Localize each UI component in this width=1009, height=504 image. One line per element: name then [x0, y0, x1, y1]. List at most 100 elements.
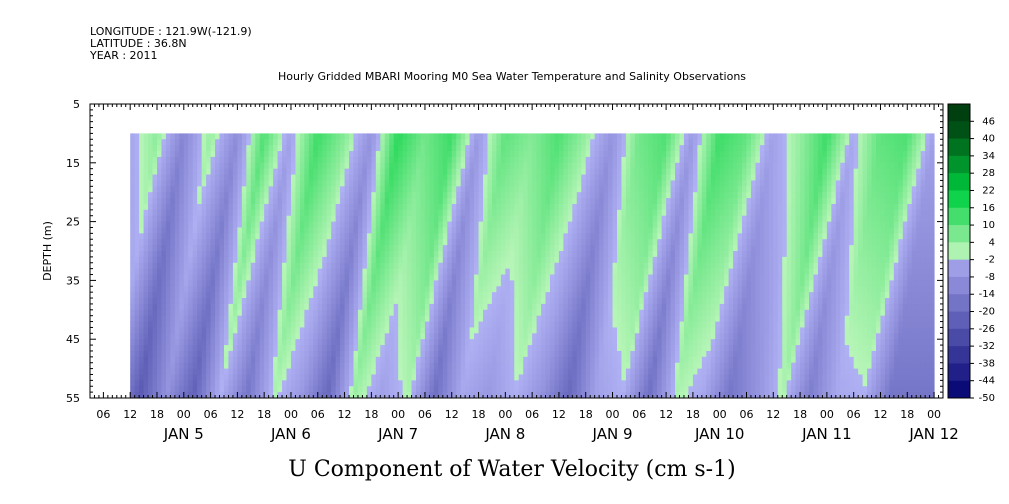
heatmap-cell: [523, 392, 529, 399]
heatmap-cell: [460, 292, 466, 299]
heatmap-cell: [170, 139, 176, 146]
heatmap-cell: [331, 339, 337, 346]
heatmap-cell: [420, 133, 426, 140]
heatmap-cell: [349, 139, 354, 146]
heatmap-cell: [398, 233, 404, 240]
heatmap-cell: [366, 303, 372, 311]
heatmap-cell: [232, 321, 238, 328]
heatmap-cell: [371, 186, 377, 193]
heatmap-cell: [259, 233, 265, 240]
heatmap-cell: [295, 174, 301, 181]
heatmap-cell: [523, 374, 529, 381]
heatmap-cell: [304, 227, 310, 234]
heatmap-cell: [527, 309, 533, 317]
heatmap-cell: [349, 156, 354, 164]
heatmap-cell: [313, 339, 319, 346]
heatmap-cell: [567, 368, 573, 375]
heatmap-cell: [380, 227, 386, 234]
heatmap-cell: [304, 327, 310, 334]
heatmap-cell: [255, 303, 261, 311]
heatmap-cell: [545, 239, 551, 246]
heatmap-cell: [407, 256, 413, 264]
heatmap-cell: [152, 192, 158, 199]
heatmap-cell: [465, 239, 471, 246]
heatmap-cell: [353, 245, 359, 252]
heatmap-cell: [460, 162, 466, 170]
heatmap-cell: [161, 292, 167, 299]
heatmap-cell: [380, 186, 386, 193]
heatmap-cell: [317, 215, 323, 223]
heatmap-cell: [362, 280, 368, 287]
heatmap-cell: [456, 386, 462, 393]
heatmap-cell: [594, 221, 600, 228]
heatmap-cell: [237, 239, 243, 246]
heatmap-cell: [210, 292, 216, 299]
heatmap-cell: [228, 145, 234, 152]
heatmap-cell: [223, 303, 229, 311]
heatmap-cell: [608, 174, 614, 181]
heatmap-cell: [402, 203, 408, 211]
heatmap-cell: [500, 227, 506, 234]
heatmap-cell: [433, 227, 439, 234]
heatmap-cell: [134, 380, 140, 387]
heatmap-cell: [474, 192, 480, 199]
heatmap-cell: [268, 274, 274, 281]
heatmap-cell: [505, 156, 511, 164]
heatmap-cell: [250, 386, 256, 393]
heatmap-cell: [308, 368, 314, 375]
heatmap-cell: [362, 356, 368, 364]
heatmap-cell: [581, 339, 587, 346]
heatmap-cell: [268, 133, 274, 140]
heatmap-cell: [590, 198, 596, 205]
heatmap-cell: [567, 362, 573, 370]
heatmap-cell: [608, 368, 614, 375]
heatmap-cell: [170, 221, 176, 228]
heatmap-cell: [487, 203, 493, 211]
heatmap-cell: [219, 168, 225, 176]
heatmap-cell: [223, 298, 229, 305]
heatmap-cell: [563, 145, 569, 152]
heatmap-cell: [500, 292, 506, 299]
heatmap-cell: [219, 368, 225, 375]
heatmap-cell: [259, 221, 265, 228]
heatmap-cell: [304, 356, 310, 364]
heatmap-cell: [215, 303, 221, 311]
heatmap-cell: [509, 256, 515, 264]
heatmap-cell: [527, 298, 533, 305]
heatmap-cell: [603, 233, 609, 240]
heatmap-cell: [393, 198, 399, 205]
heatmap-cell: [603, 321, 609, 328]
heatmap-cell: [237, 280, 243, 287]
heatmap-cell: [219, 239, 225, 246]
heatmap-cell: [197, 268, 203, 276]
heatmap-cell: [290, 280, 296, 287]
heatmap-cell: [518, 174, 524, 181]
heatmap-cell: [295, 321, 301, 328]
heatmap-cell: [241, 327, 247, 334]
heatmap-cell: [299, 227, 305, 234]
heatmap-cell: [576, 292, 582, 299]
heatmap-cell: [299, 180, 305, 187]
heatmap-cell: [393, 309, 399, 317]
heatmap-cell: [299, 286, 305, 293]
heatmap-cell: [299, 162, 305, 170]
heatmap-cell: [549, 168, 555, 176]
heatmap-cell: [420, 315, 426, 323]
heatmap-cell: [505, 327, 511, 334]
heatmap-cell: [491, 145, 497, 152]
heatmap-cell: [174, 180, 180, 187]
heatmap-cell: [585, 221, 591, 228]
heatmap-cell: [228, 227, 234, 234]
heatmap-cell: [541, 209, 547, 217]
heatmap-cell: [326, 303, 332, 311]
heatmap-cell: [223, 233, 229, 240]
heatmap-cell: [340, 392, 346, 399]
heatmap-cell: [353, 350, 359, 358]
heatmap-cell: [549, 362, 555, 370]
heatmap-cell: [429, 280, 435, 287]
heatmap-cell: [215, 374, 221, 381]
heatmap-cell: [594, 251, 600, 258]
heatmap-cell: [304, 251, 310, 258]
heatmap-cell: [491, 392, 497, 399]
heatmap-cell: [366, 339, 372, 346]
